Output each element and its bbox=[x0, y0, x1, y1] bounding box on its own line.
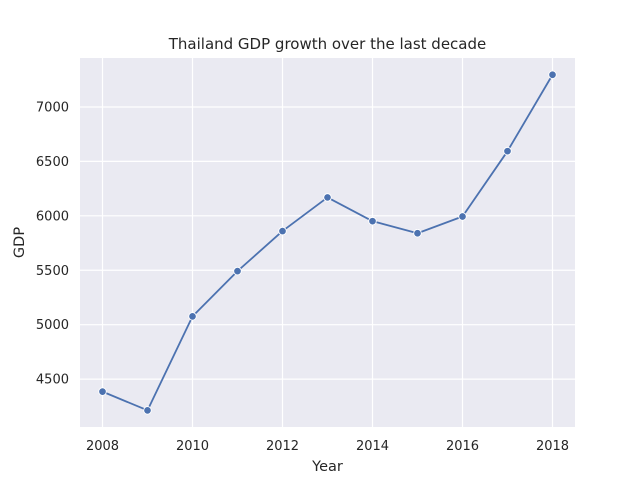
x-tick-label: 2018 bbox=[536, 439, 569, 454]
data-point bbox=[413, 228, 422, 238]
data-point bbox=[458, 212, 467, 221]
data-point bbox=[323, 193, 332, 202]
data-point bbox=[368, 216, 377, 226]
data-point bbox=[278, 226, 287, 236]
y-tick-label: 6500 bbox=[36, 155, 69, 170]
x-tick-label: 2012 bbox=[266, 439, 299, 454]
y-tick-label: 4500 bbox=[36, 373, 69, 388]
tick-labels: 2008 2010 2012 2014 2016 2018 4500 5000 5500 6000… bbox=[36, 100, 569, 454]
data-point bbox=[548, 70, 557, 80]
y-tick-label: 5500 bbox=[36, 264, 69, 279]
data-point bbox=[503, 146, 512, 156]
x-tick-label: 2016 bbox=[446, 439, 479, 454]
plot-area-background bbox=[80, 58, 575, 427]
y-tick-label: 6000 bbox=[36, 209, 69, 224]
data-point bbox=[188, 312, 197, 321]
y-axis-label: GDP bbox=[12, 227, 28, 258]
y-tick-label: 7000 bbox=[36, 100, 69, 115]
data-point bbox=[143, 406, 152, 415]
x-tick-label: 2014 bbox=[356, 439, 389, 454]
chart-title: Thailand GDP growth over the last decade bbox=[168, 35, 487, 53]
data-point bbox=[233, 266, 242, 276]
y-tick-label: 5000 bbox=[36, 318, 69, 333]
x-axis-label: Year bbox=[311, 459, 343, 475]
data-point bbox=[98, 387, 107, 396]
x-tick-label: 2010 bbox=[176, 439, 209, 454]
x-tick-label: 2008 bbox=[86, 439, 119, 454]
data-points bbox=[98, 70, 557, 415]
